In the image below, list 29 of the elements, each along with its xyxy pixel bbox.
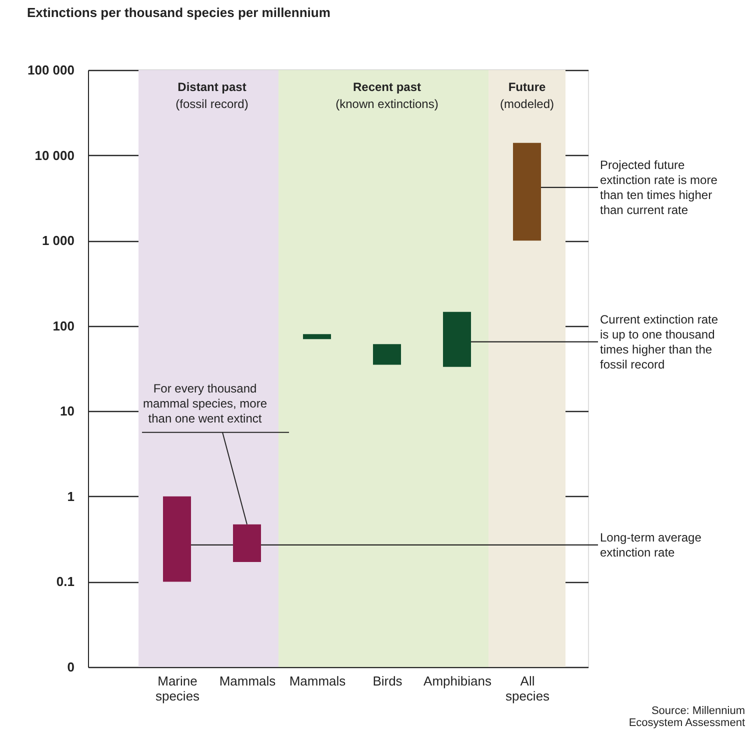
source-note: Source: Millennium Ecosystem Assessment xyxy=(628,705,745,729)
annotation: For every thousand mammal species, more than one went extinct xyxy=(142,381,268,426)
x-tick-label: Mammals xyxy=(219,674,276,688)
x-tick-label: Amphibians xyxy=(424,674,492,688)
bar xyxy=(233,524,261,562)
y-tick-label: 100 xyxy=(52,318,74,334)
x-tick-label: All species xyxy=(505,674,550,704)
ref-line-label: Projected future extinction rate is more than ten times higher than current rate xyxy=(600,158,718,217)
bar xyxy=(163,496,191,582)
x-tick-label: Marine species xyxy=(155,674,200,704)
y-tick-label: 100 000 xyxy=(28,62,74,78)
y-tick-label: 10 xyxy=(60,404,74,419)
ref-line-label: Long-term average extinction rate xyxy=(600,530,702,560)
y-tick-label: 1 000 xyxy=(42,233,74,248)
band-label: Distant past (fossil record) xyxy=(176,80,248,111)
y-tick-label: 1 xyxy=(67,488,74,504)
band-label: Future (modeled) xyxy=(500,80,554,111)
x-tick-label: Birds xyxy=(372,674,403,688)
band-label: Recent past (known extinctions) xyxy=(336,80,438,111)
chart-title: Extinctions per thousand species per millennium xyxy=(27,5,330,20)
bar xyxy=(513,142,541,241)
y-tick-label: 0 xyxy=(67,660,74,674)
bar xyxy=(373,344,401,365)
y-tick-label: 10 000 xyxy=(34,148,74,163)
bar xyxy=(303,334,331,340)
y-tick-label: 0.1 xyxy=(56,574,74,590)
x-tick-label: Mammals xyxy=(289,674,346,688)
ref-line-label: Current extinction rate is up to one thousand times higher than the fossil record xyxy=(600,312,718,372)
bar xyxy=(443,312,471,367)
